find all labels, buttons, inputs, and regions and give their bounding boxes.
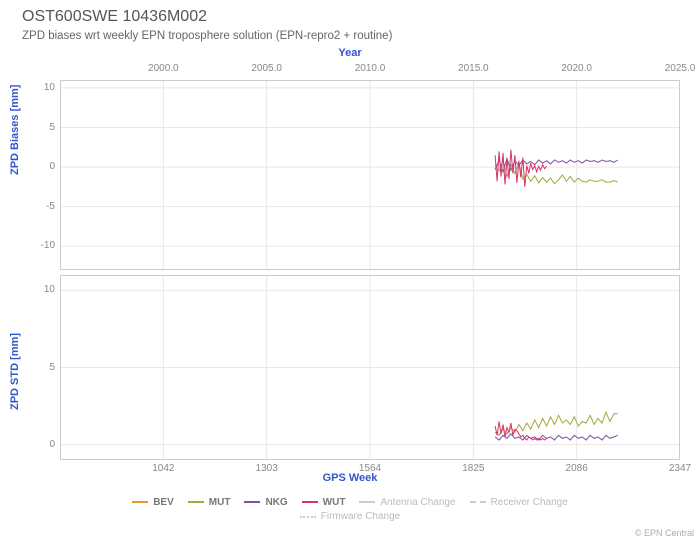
legend-swatch [302, 501, 318, 503]
tick-label: 10 [44, 82, 55, 93]
tick-label: 2000.0 [148, 63, 179, 74]
legend-item-BEV[interactable]: BEV [132, 497, 174, 508]
zpd-biases-plot [60, 80, 680, 270]
legend-swatch [300, 516, 316, 518]
legend-label: MUT [209, 497, 231, 508]
legend-swatch [188, 501, 204, 503]
zpd-std-plot [60, 275, 680, 460]
legend-swatch [132, 501, 148, 503]
top-axis-title: Year [338, 47, 361, 59]
tick-label: 5 [49, 122, 55, 133]
tick-label: 2015.0 [458, 63, 489, 74]
legend: BEV MUT NKG WUT Antenna Change Receiver Chang… [0, 495, 700, 524]
credit-label: © EPN Central [635, 528, 694, 538]
legend-swatch [359, 501, 375, 503]
tick-label: 1825 [462, 463, 484, 474]
tick-label: 1303 [256, 463, 278, 474]
chart-title: OST600SWE 10436M002 [22, 8, 207, 26]
legend-item-MUT[interactable]: MUT [188, 497, 231, 508]
tick-label: 2005.0 [251, 63, 282, 74]
legend-item-fw[interactable]: Firmware Change [300, 511, 400, 522]
legend-item-WUT[interactable]: WUT [302, 497, 346, 508]
tick-label: 2020.0 [561, 63, 592, 74]
tick-label: 10 [44, 284, 55, 295]
tick-label: -5 [46, 201, 55, 212]
y1-axis-title: ZPD Biases [mm] [9, 85, 21, 175]
tick-label: 2086 [566, 463, 588, 474]
legend-label: WUT [323, 497, 346, 508]
tick-label: 2010.0 [355, 63, 386, 74]
tick-label: 5 [49, 362, 55, 373]
tick-label: 0 [49, 439, 55, 450]
legend-label: BEV [153, 497, 174, 508]
tick-label: 2025.0 [665, 63, 696, 74]
legend-label: Receiver Change [491, 497, 568, 508]
legend-item-rec[interactable]: Receiver Change [470, 497, 568, 508]
tick-label: 2347 [669, 463, 691, 474]
legend-swatch [470, 501, 486, 503]
legend-item-NKG[interactable]: NKG [244, 497, 287, 508]
legend-swatch [244, 501, 260, 503]
tick-label: 1564 [359, 463, 381, 474]
y2-axis-title: ZPD STD [mm] [9, 333, 21, 410]
legend-label: Antenna Change [380, 497, 455, 508]
legend-label: Firmware Change [321, 511, 400, 522]
chart-subtitle: ZPD biases wrt weekly EPN troposphere so… [22, 30, 392, 42]
tick-label: 1042 [152, 463, 174, 474]
tick-label: -10 [41, 240, 55, 251]
legend-item-ant[interactable]: Antenna Change [359, 497, 455, 508]
tick-label: 0 [49, 161, 55, 172]
legend-label: NKG [265, 497, 287, 508]
